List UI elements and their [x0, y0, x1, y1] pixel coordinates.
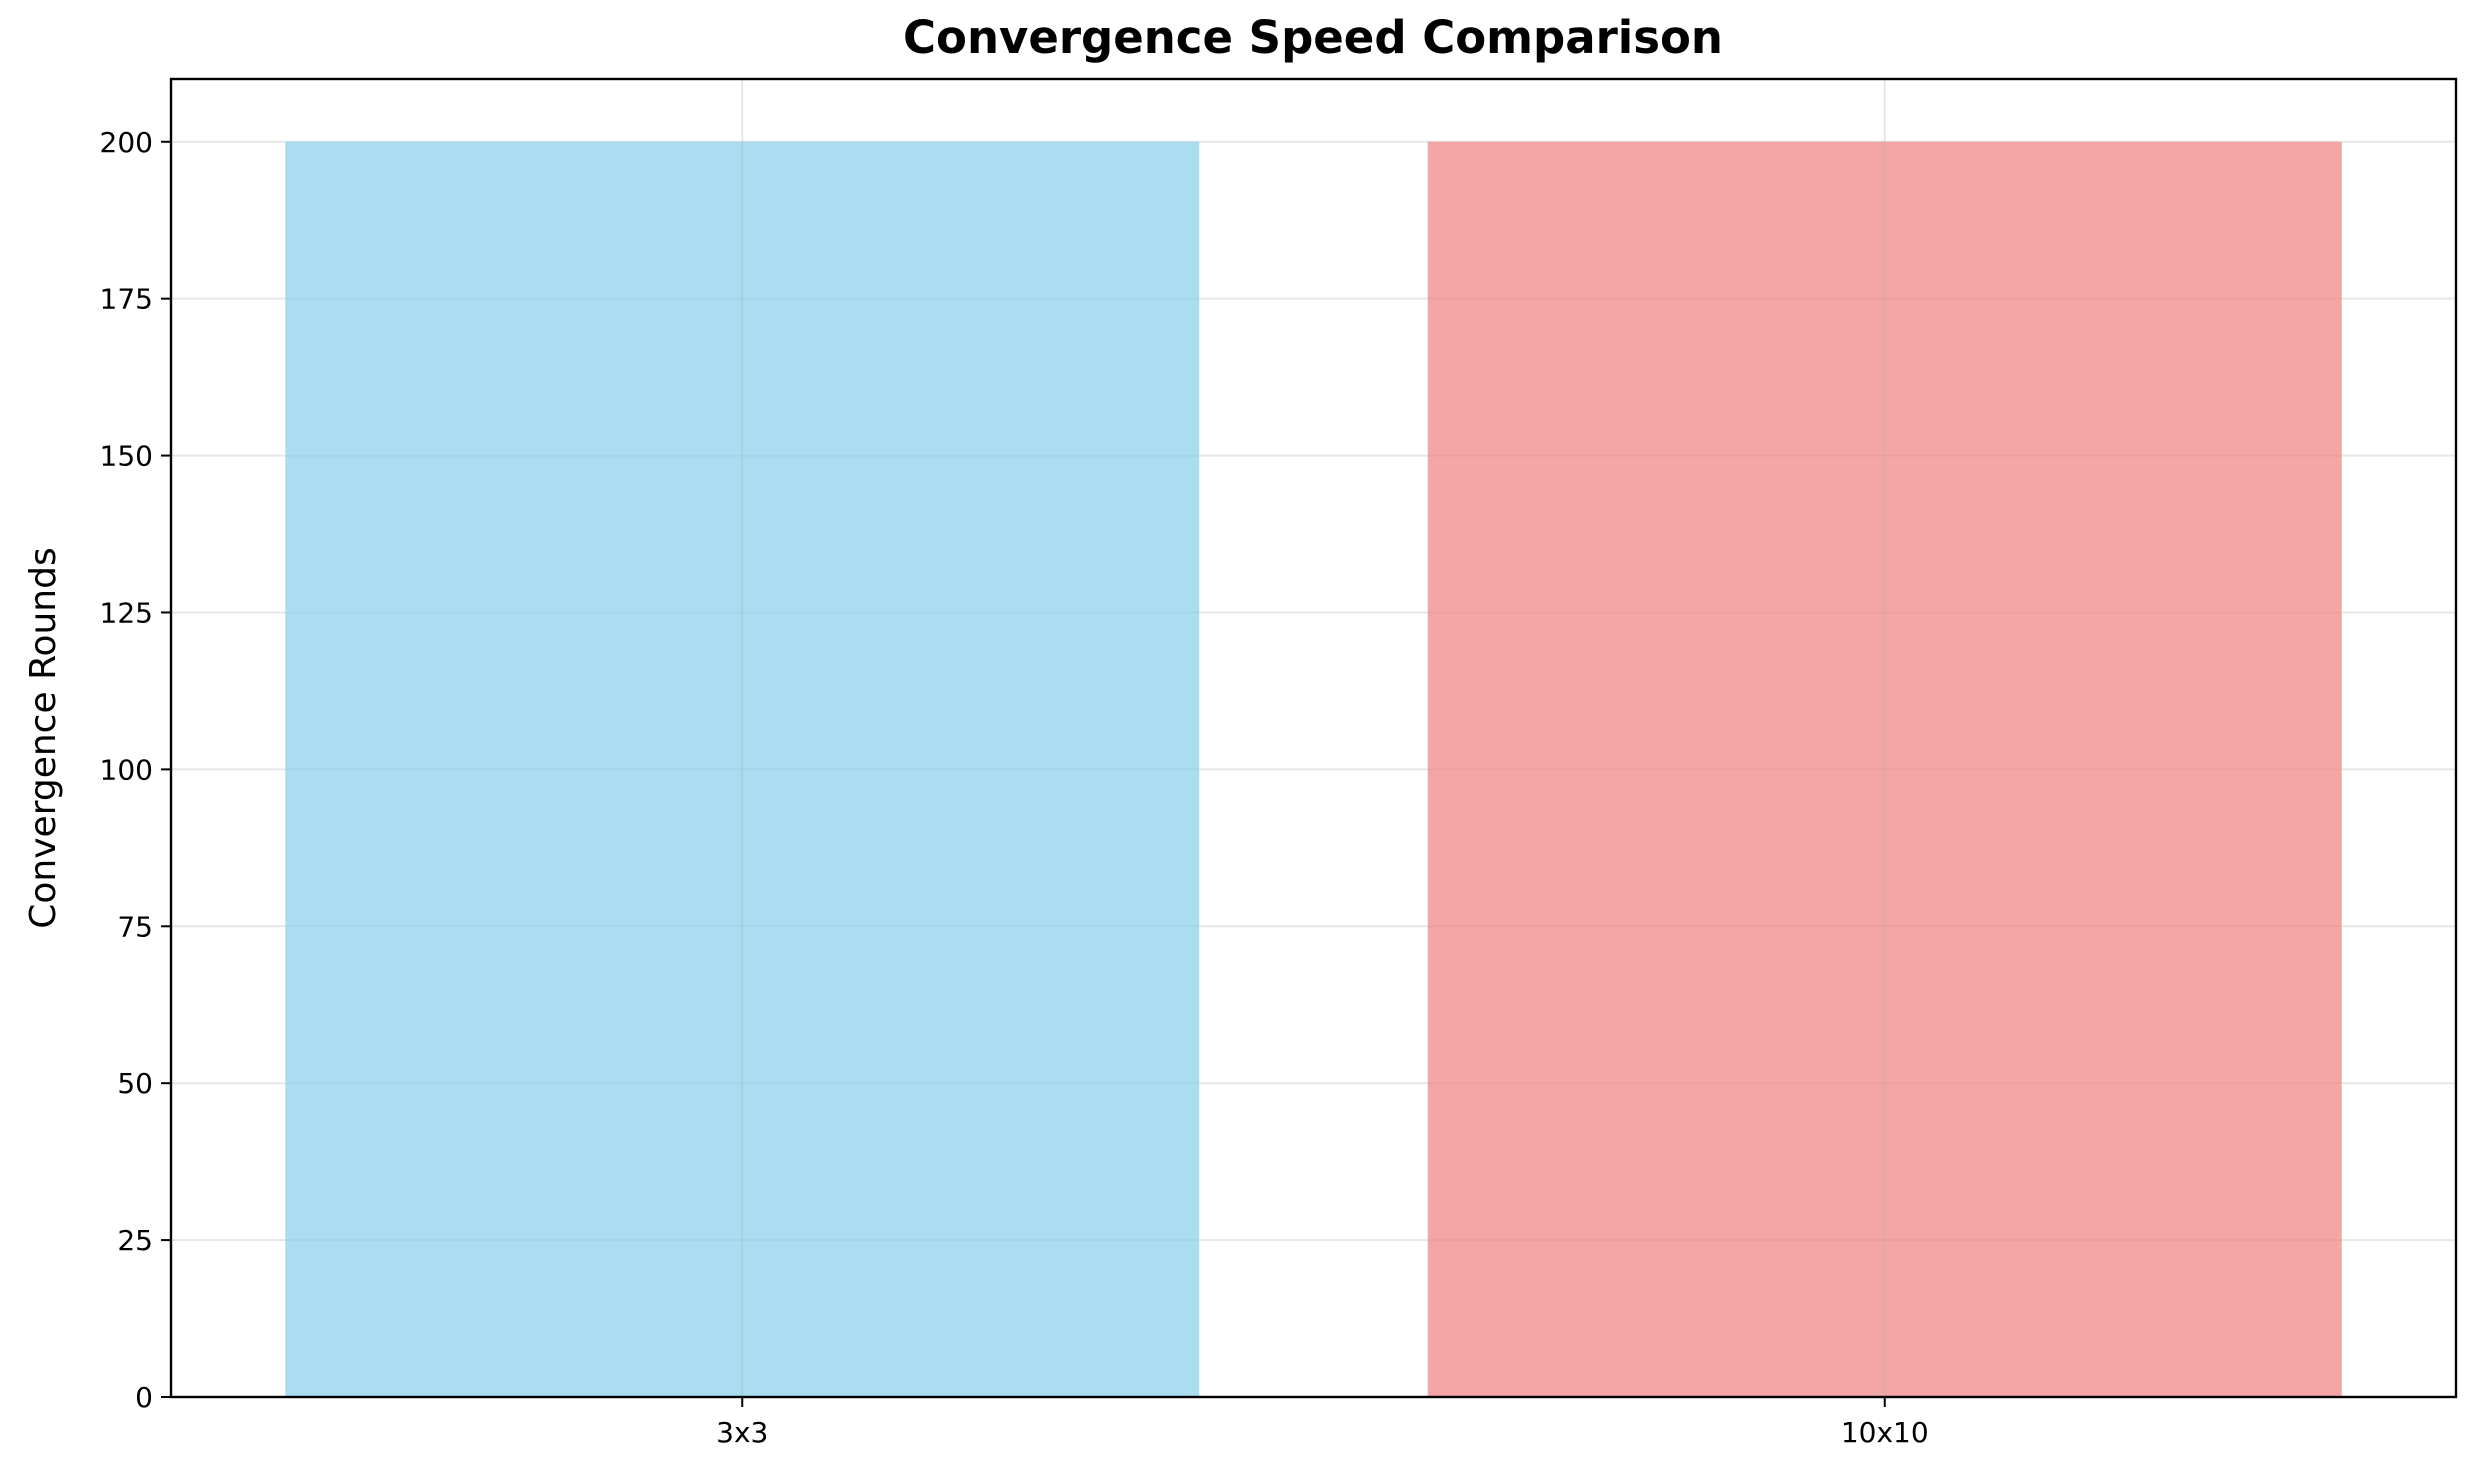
y-tick-label: 50 — [117, 1067, 153, 1100]
x-axis-ticks: 3x3 10x10 — [716, 1397, 1929, 1449]
y-tick-label: 0 — [135, 1381, 153, 1414]
chart-title: Convergence Speed Comparison — [903, 11, 1723, 64]
plot-frame — [169, 77, 2458, 1399]
y-tick-label: 150 — [100, 440, 153, 473]
y-tick-label: 25 — [117, 1224, 153, 1257]
bars — [285, 141, 2342, 1397]
y-tick-label: 100 — [100, 753, 153, 786]
bar — [1427, 141, 2342, 1397]
y-axis-label: Convergence Rounds — [23, 547, 64, 928]
y-axis-ticks: 0 25 50 75 100 125 150 175 200 — [100, 126, 171, 1414]
vertical-grid — [741, 79, 1886, 1397]
x-tick-label: 3x3 — [716, 1416, 768, 1449]
y-tick-label: 125 — [100, 596, 153, 629]
y-tick-label: 200 — [100, 126, 153, 159]
y-tick-label: 175 — [100, 283, 153, 316]
x-tick-label: 10x10 — [1841, 1416, 1929, 1449]
bar — [285, 141, 1200, 1397]
y-tick-label: 75 — [117, 910, 153, 943]
